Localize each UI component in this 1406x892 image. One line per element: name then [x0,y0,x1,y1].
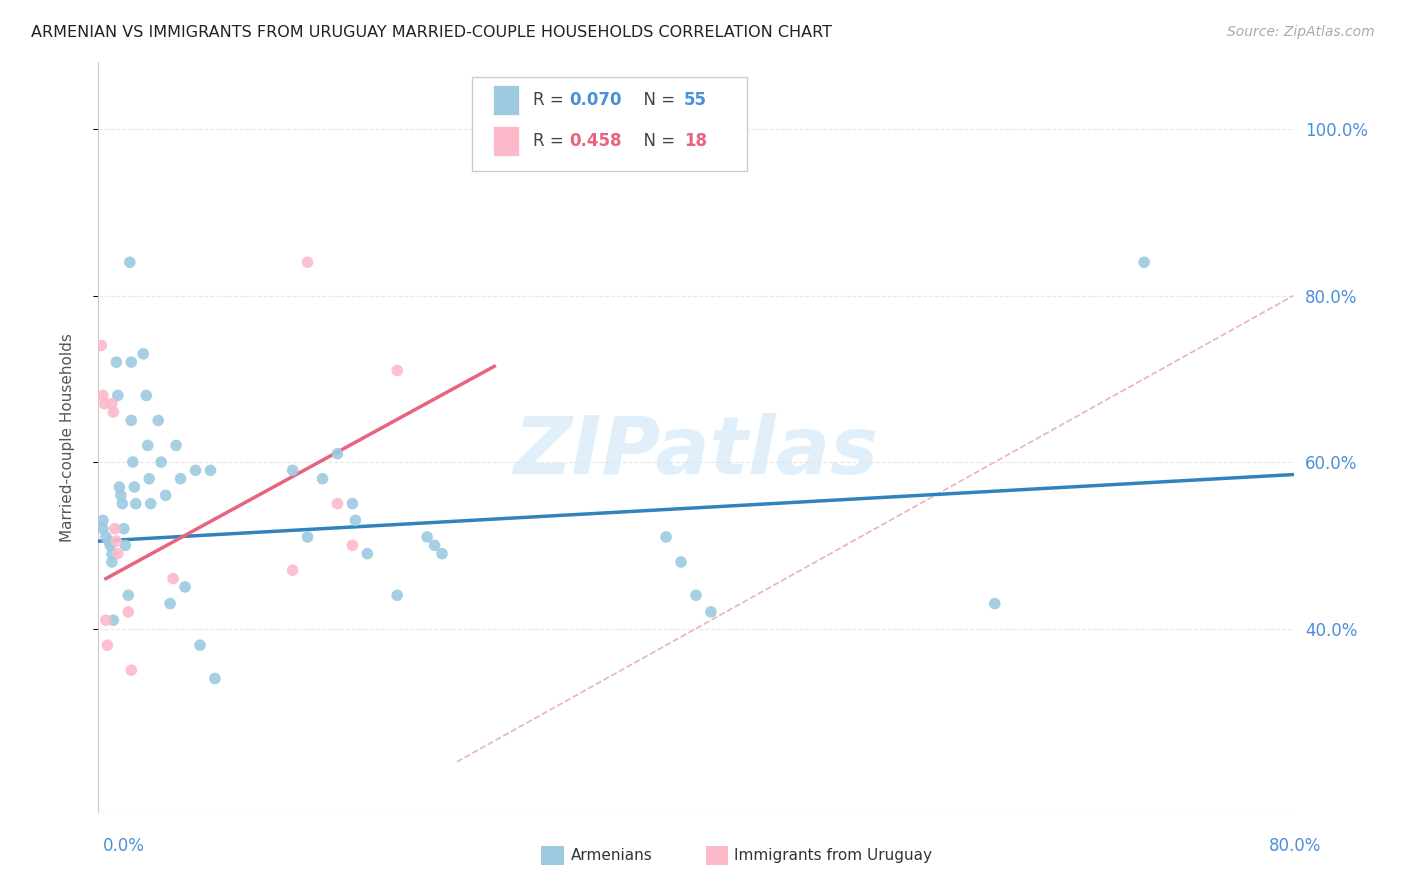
Point [125,497,148,511]
Point [90,338,112,352]
Point [107,388,129,402]
Text: 80.0%: 80.0% [1270,837,1322,855]
Point [105,534,128,549]
Point [685,588,707,602]
Point [356,547,378,561]
Point [101,547,124,561]
Point [342,538,364,552]
Text: 0.070: 0.070 [569,91,621,109]
Point [148,413,170,427]
Point [91,388,114,402]
Point [700,605,723,619]
Point [103,405,125,419]
Point [169,472,191,486]
Point [342,497,364,511]
Point [385,588,409,602]
Point [91,522,114,536]
Point [107,547,129,561]
Point [94,613,117,627]
Point [311,472,333,486]
Point [101,555,124,569]
Point [430,547,453,561]
Point [423,538,446,552]
Point [326,497,349,511]
Point [101,397,124,411]
Point [118,255,141,269]
Text: N =: N = [633,91,681,109]
Point [96,638,118,652]
Text: R =: R = [533,91,569,109]
Point [111,497,134,511]
Point [1133,255,1156,269]
Text: R =: R = [533,132,569,150]
Point [155,488,177,502]
Bar [494,126,519,156]
Text: 0.458: 0.458 [569,132,621,150]
Point [139,497,162,511]
Point [94,530,117,544]
Bar [494,85,519,115]
Point [165,438,187,452]
Point [416,530,439,544]
Text: Source: ZipAtlas.com: Source: ZipAtlas.com [1227,25,1375,39]
Text: Armenians: Armenians [571,848,652,863]
Point [326,447,349,461]
Point [159,597,181,611]
Text: 55: 55 [685,91,707,109]
Point [120,413,142,427]
Point [204,672,226,686]
Text: Immigrants from Uruguay: Immigrants from Uruguay [734,848,932,863]
Point [124,480,146,494]
Point [385,363,409,377]
Point [200,463,222,477]
Text: N =: N = [633,132,681,150]
Point [97,534,120,549]
Point [112,522,135,536]
Point [117,605,139,619]
Point [162,572,184,586]
Point [150,455,173,469]
Point [281,563,304,577]
Point [114,538,136,552]
Point [117,588,139,602]
Point [120,355,142,369]
Point [132,347,155,361]
Point [655,530,678,544]
Point [281,463,304,477]
Point [120,663,142,677]
Point [297,255,319,269]
Point [108,480,131,494]
Point [297,530,319,544]
Text: 0.0%: 0.0% [103,837,145,855]
Point [136,438,159,452]
Point [98,538,122,552]
Point [984,597,1007,611]
Point [121,455,143,469]
Point [103,613,125,627]
Point [105,355,128,369]
Point [104,522,127,536]
Point [138,472,160,486]
Y-axis label: Married-couple Households: Married-couple Households [60,333,75,541]
Point [669,555,692,569]
Point [188,638,211,652]
Text: ZIPatlas: ZIPatlas [513,413,879,491]
Point [344,513,367,527]
Point [110,488,132,502]
Point [174,580,197,594]
Point [135,388,157,402]
Point [91,513,114,527]
Text: ARMENIAN VS IMMIGRANTS FROM URUGUAY MARRIED-COUPLE HOUSEHOLDS CORRELATION CHART: ARMENIAN VS IMMIGRANTS FROM URUGUAY MARR… [31,25,832,40]
Point [184,463,207,477]
Point [93,397,115,411]
Text: 18: 18 [685,132,707,150]
FancyBboxPatch shape [472,78,748,171]
